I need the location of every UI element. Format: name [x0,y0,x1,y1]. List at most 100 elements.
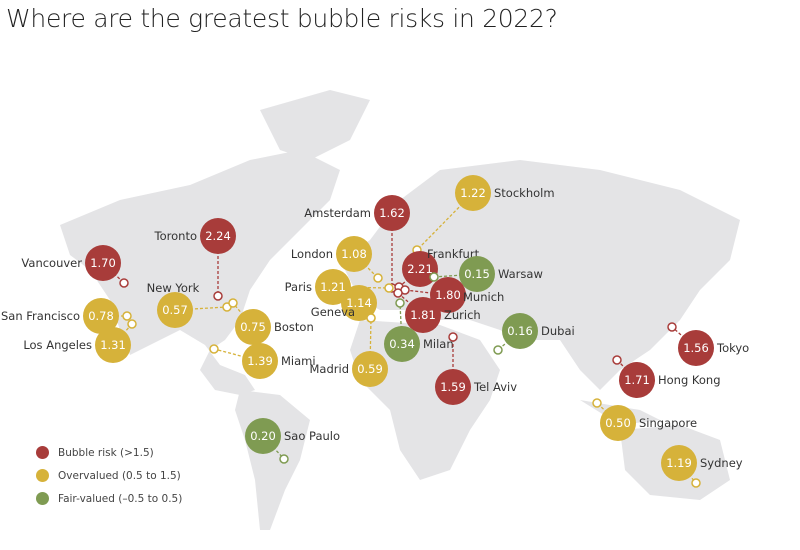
bubble-value: 0.75 [240,320,266,334]
city-label: Madrid [310,362,350,376]
city-label: Sydney [700,456,743,470]
value-bubble [200,218,236,254]
city-label: Hong Kong [658,373,721,387]
world-landmass [60,90,740,530]
bubble-value: 0.78 [88,309,114,323]
location-marker-icon [612,355,622,365]
legend-item-bubble-risk: Bubble risk (>1.5) [36,441,182,464]
city-label: Frankfurt [427,247,480,261]
value-bubble [245,418,281,454]
city-label: Stockholm [494,186,555,200]
landmass-3 [340,160,740,390]
city-label: Zurich [444,308,481,322]
city-boston: 0.75 Boston [228,298,314,345]
city-label: Milan [423,337,454,351]
bubble-value: 1.81 [410,308,436,322]
location-marker-icon [393,288,403,298]
leader-line [369,317,372,370]
legend-label: Bubble risk (>1.5) [58,446,154,459]
location-marker-icon [429,272,439,282]
bubble-value: 0.20 [250,429,276,443]
value-bubble [430,277,466,313]
city-markers: 1.70 Vancouver 2.24 Toronto 0.57 New York 0.75… [1,175,749,488]
bubble-value: 0.59 [357,362,383,376]
location-marker-icon [395,298,405,308]
bubble-value: 1.62 [379,206,405,220]
city-stockholm: 1.22 Stockholm [412,175,555,255]
bubble-value: 1.14 [346,296,372,310]
leader-line [416,192,474,251]
city-hong-kong: 1.71 Hong Kong [612,355,721,398]
city-label: Munich [463,290,504,304]
bubble-value: 2.21 [407,262,433,276]
city-label: Paris [285,280,312,294]
city-label: San Francisco [1,309,80,323]
page-title: Where are the greatest bubble risks in 2… [6,4,558,33]
bubble-value: 1.21 [320,280,346,294]
landmass-1 [235,390,310,530]
location-marker-icon [373,273,383,283]
bubble-value: 1.08 [341,247,367,261]
bubble-value: 0.57 [162,303,188,317]
legend-dot-icon [36,469,49,482]
city-tokyo: 1.56 Tokyo [667,322,749,366]
city-milan: 0.34 Milan [384,298,454,362]
city-label: Toronto [154,229,197,243]
city-dubai: 0.16 Dubai [493,313,575,355]
city-label: Amsterdam [304,206,371,220]
bubble-value: 1.39 [247,354,273,368]
city-label: New York [147,281,200,295]
value-bubble [678,330,714,366]
legend: Bubble risk (>1.5) Overvalued (0.5 to 1.… [36,441,182,510]
value-bubble [600,405,636,441]
location-marker-icon [122,311,132,321]
value-bubble [402,251,438,287]
location-marker-icon [366,313,376,323]
city-sydney: 1.19 Sydney [661,445,743,488]
city-label: Singapore [639,416,697,430]
city-label: Tel Aviv [473,380,517,394]
location-marker-icon [493,345,503,355]
leader-line [332,286,390,289]
value-bubble [374,195,410,231]
city-warsaw: 0.15 Warsaw [429,256,543,292]
location-marker-icon [667,322,677,332]
city-label: Tokyo [716,341,749,355]
location-marker-icon [228,298,238,308]
bubble-value: 0.16 [507,324,533,338]
value-bubble [455,175,491,211]
city-label: Warsaw [498,267,543,281]
city-sao-paulo: 0.20 Sao Paulo [245,418,340,464]
city-miami: 1.39 Miami [209,343,316,379]
city-label: Los Angeles [23,338,92,352]
city-label: Geneva [311,305,355,319]
city-label: Boston [274,320,314,334]
landmass-4 [350,320,500,480]
value-bubble [315,269,351,305]
value-bubble [661,445,697,481]
value-bubble [384,326,420,362]
location-marker-icon [384,283,394,293]
value-bubble [341,285,377,321]
bubble-value: 1.70 [90,256,116,270]
location-marker-icon [592,398,602,408]
city-label: Miami [281,354,316,368]
legend-dot-icon [36,446,49,459]
value-bubble [242,343,278,379]
bubble-value: 1.71 [624,373,650,387]
city-vancouver: 1.70 Vancouver [21,245,129,288]
value-bubble [502,313,538,349]
value-bubble [85,245,121,281]
value-bubble [619,362,655,398]
bubble-value: 0.15 [464,267,490,281]
bubble-value: 0.34 [389,337,415,351]
bubble-value: 1.22 [460,186,486,200]
bubble-value: 2.24 [205,229,231,243]
value-bubble [336,236,372,272]
bubble-value: 1.56 [683,341,709,355]
city-singapore: 0.50 Singapore [592,398,697,441]
city-madrid: 0.59 Madrid [310,313,388,387]
city-label: London [291,247,333,261]
